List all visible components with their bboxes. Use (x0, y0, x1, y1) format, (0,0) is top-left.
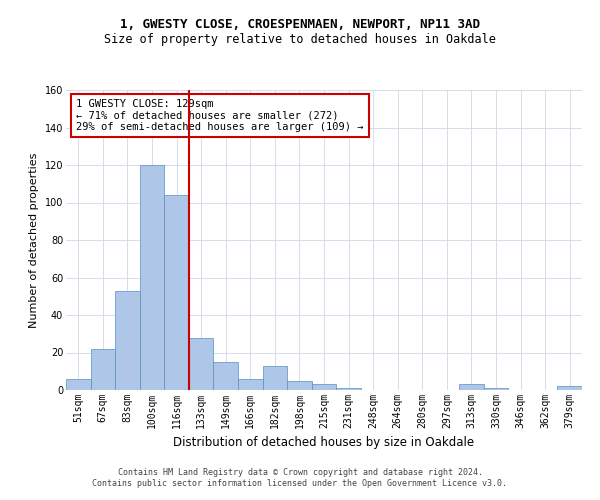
Bar (263, 366, 287, 390)
X-axis label: Distribution of detached houses by size in Oakdale: Distribution of detached houses by size … (173, 436, 475, 450)
Bar (189, 338, 214, 390)
Bar (140, 165, 164, 390)
Bar (66, 379, 91, 390)
Bar (557, 386, 582, 390)
Text: 1 GWESTY CLOSE: 129sqm
← 71% of detached houses are smaller (272)
29% of semi-de: 1 GWESTY CLOSE: 129sqm ← 71% of detached… (76, 99, 364, 132)
Bar (214, 362, 238, 390)
Text: Contains HM Land Registry data © Crown copyright and database right 2024.
Contai: Contains HM Land Registry data © Crown c… (92, 468, 508, 487)
Y-axis label: Number of detached properties: Number of detached properties (29, 152, 39, 328)
Text: 1, GWESTY CLOSE, CROESPENMAEN, NEWPORT, NP11 3AD: 1, GWESTY CLOSE, CROESPENMAEN, NEWPORT, … (120, 18, 480, 30)
Bar (459, 384, 484, 390)
Bar (115, 290, 140, 390)
Bar (287, 380, 312, 390)
Bar (164, 195, 189, 390)
Bar (91, 349, 115, 390)
Text: Size of property relative to detached houses in Oakdale: Size of property relative to detached ho… (104, 32, 496, 46)
Bar (484, 388, 508, 390)
Bar (238, 379, 263, 390)
Bar (336, 388, 361, 390)
Bar (312, 384, 336, 390)
